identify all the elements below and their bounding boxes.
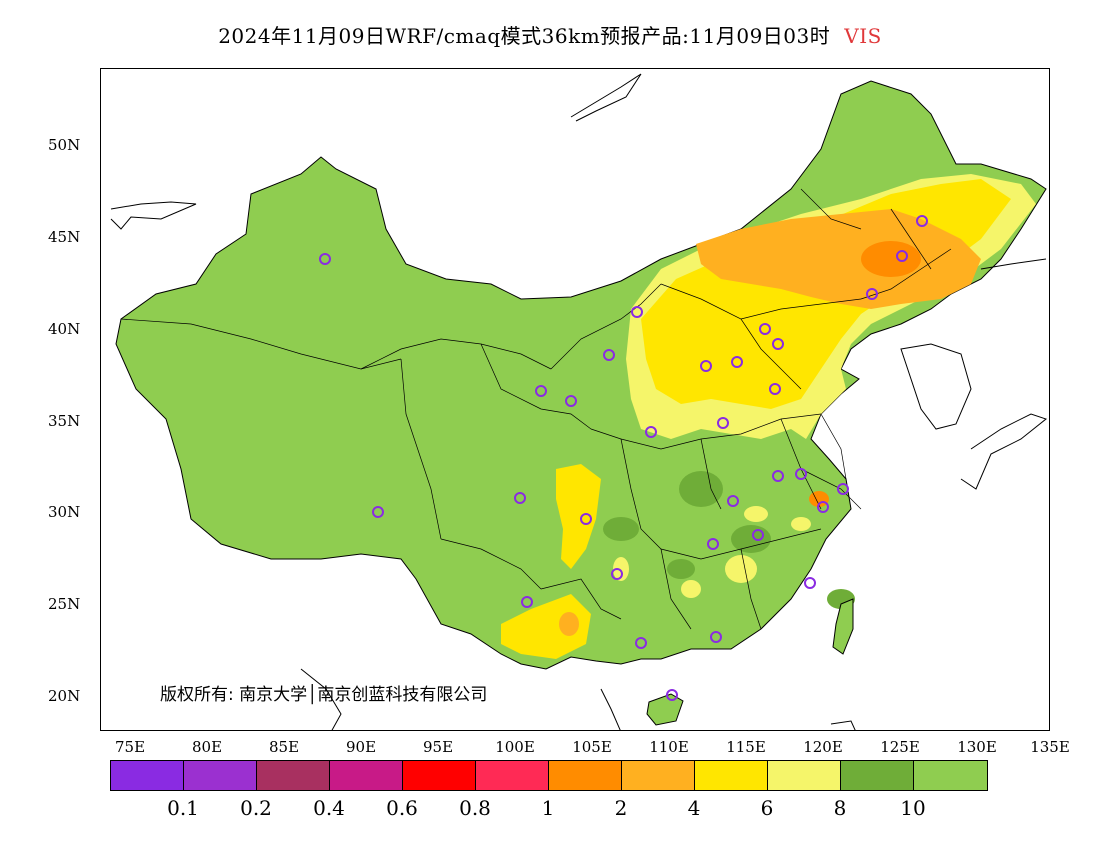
station-marker <box>635 637 647 649</box>
station-marker <box>707 538 719 550</box>
lat-label: 30N <box>48 503 81 521</box>
legend-tick-label: 0.2 <box>240 796 272 820</box>
station-marker <box>700 360 712 372</box>
legend-swatch <box>330 761 403 790</box>
station-marker <box>319 253 331 265</box>
station-marker <box>666 689 678 701</box>
map-title: 2024年11月09日WRF/cmaq模式36km预报产品:11月09日03时 V… <box>0 20 1100 49</box>
lon-label: 100E <box>495 738 535 756</box>
lon-label: 90E <box>345 738 377 756</box>
lat-label: 40N <box>48 320 81 338</box>
station-marker <box>535 385 547 397</box>
lon-label: 105E <box>572 738 612 756</box>
lat-label: 50N <box>48 136 81 154</box>
station-marker <box>717 417 729 429</box>
legend-swatch <box>841 761 914 790</box>
station-marker <box>817 501 829 513</box>
yunnan-south-yellow <box>501 594 591 659</box>
neighbor-coastlines <box>110 73 1048 730</box>
station-marker <box>603 349 615 361</box>
colorbar-legend <box>110 760 988 791</box>
station-marker <box>372 506 384 518</box>
station-marker <box>514 492 526 504</box>
legend-tick-label: 0.6 <box>386 796 418 820</box>
station-marker <box>752 529 764 541</box>
legend-swatch <box>549 761 622 790</box>
china-landmass <box>115 80 1047 670</box>
station-marker <box>611 568 623 580</box>
legend-swatch <box>476 761 549 790</box>
station-marker <box>631 306 643 318</box>
map-frame <box>100 68 1050 731</box>
legend-swatch <box>257 761 330 790</box>
lon-label: 130E <box>957 738 997 756</box>
station-marker <box>580 513 592 525</box>
lon-label: 115E <box>726 738 766 756</box>
station-marker <box>727 495 739 507</box>
legend-swatch <box>622 761 695 790</box>
legend-tick-label: 8 <box>833 796 847 820</box>
legend-swatch <box>768 761 841 790</box>
station-marker <box>916 215 928 227</box>
station-marker <box>759 323 771 335</box>
variable-label: VIS <box>844 24 882 48</box>
legend-swatch <box>695 761 768 790</box>
station-marker <box>896 250 908 262</box>
lon-label: 135E <box>1030 738 1070 756</box>
legend-swatch <box>111 761 184 790</box>
station-marker <box>731 356 743 368</box>
station-marker <box>645 426 657 438</box>
station-marker <box>521 596 533 608</box>
lat-label: 20N <box>48 687 81 705</box>
legend-swatch <box>914 761 987 790</box>
taiwan-island <box>832 598 854 655</box>
copyright-notice: 版权所有: 南京大学│南京创蓝科技有限公司 <box>160 685 488 705</box>
lat-label: 45N <box>48 228 81 246</box>
legend-tick-label: 0.8 <box>459 796 491 820</box>
lat-label: 25N <box>48 595 81 613</box>
title-text: 2024年11月09日WRF/cmaq模式36km预报产品:11月09日03时 <box>218 24 831 48</box>
south-yellow-patches <box>613 506 811 598</box>
legend-tick-label: 10 <box>900 796 926 820</box>
lon-label: 95E <box>422 738 454 756</box>
lon-label: 75E <box>114 738 146 756</box>
station-marker <box>866 288 878 300</box>
yunnan-south-orange <box>559 612 579 636</box>
station-marker <box>769 383 781 395</box>
legend-tick-label: 0.1 <box>167 796 199 820</box>
station-marker <box>710 631 722 643</box>
station-marker <box>804 577 816 589</box>
legend-swatch <box>184 761 257 790</box>
legend-swatch <box>403 761 476 790</box>
lon-label: 80E <box>191 738 223 756</box>
lon-label: 120E <box>803 738 843 756</box>
station-marker <box>772 338 784 350</box>
sichuan-yellow-strip <box>556 464 601 569</box>
legend-tick-label: 2 <box>614 796 628 820</box>
station-marker <box>565 395 577 407</box>
station-marker <box>772 470 784 482</box>
province-borders <box>120 188 952 630</box>
lon-label: 125E <box>880 738 920 756</box>
lon-label: 110E <box>649 738 689 756</box>
map-canvas <box>110 73 1048 730</box>
vis-band-2-4 <box>696 209 981 309</box>
station-marker <box>795 468 807 480</box>
legend-tick-label: 0.4 <box>313 796 345 820</box>
lat-label: 35N <box>48 412 81 430</box>
legend-tick-label: 4 <box>687 796 701 820</box>
legend-tick-label: 1 <box>541 796 555 820</box>
legend-tick-label: 6 <box>760 796 774 820</box>
station-markers <box>319 215 928 701</box>
hainan-island <box>646 693 684 726</box>
station-marker <box>837 483 849 495</box>
lon-label: 85E <box>268 738 300 756</box>
